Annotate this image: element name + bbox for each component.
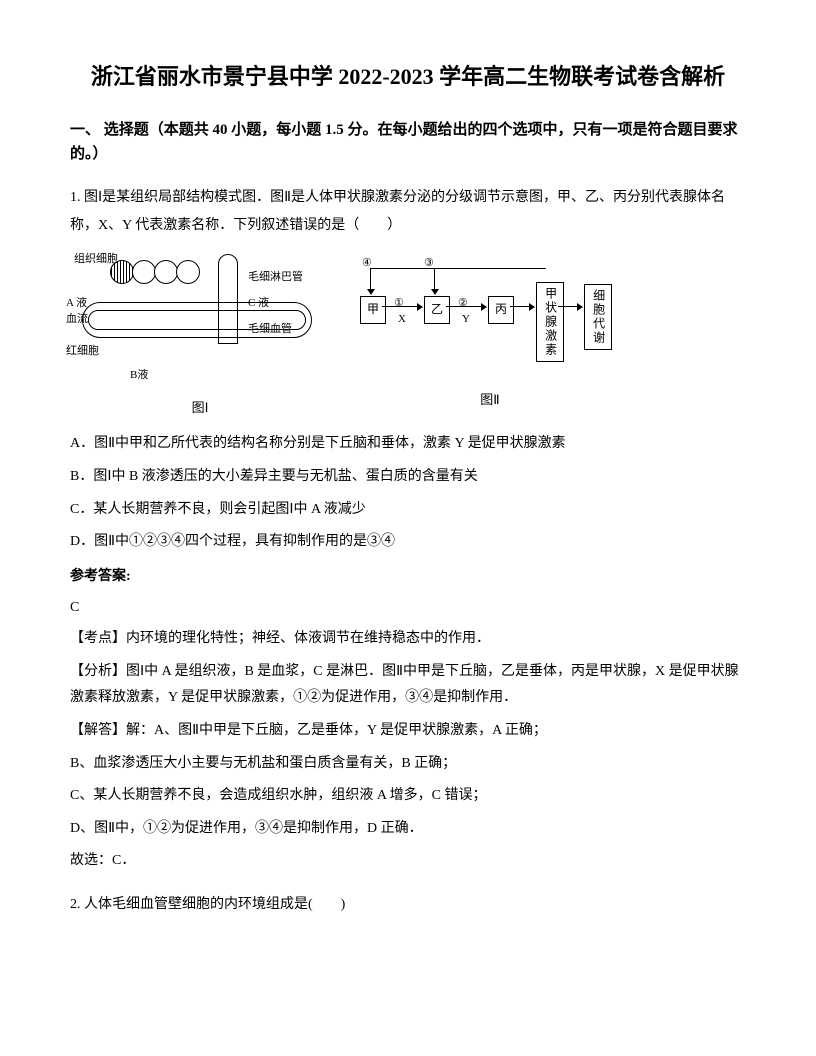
- diagram-1-caption: 图Ⅰ: [70, 396, 330, 419]
- box-bing: 丙: [488, 296, 514, 324]
- section-header: 一、 选择题（本题共 40 小题，每小题 1.5 分。在每小题给出的四个选项中，…: [70, 118, 746, 166]
- q1-option-d: D．图Ⅱ中①②③④四个过程，具有抑制作用的是③④: [70, 529, 746, 556]
- answer-letter: C: [70, 595, 746, 620]
- label-xueliu: 血流: [66, 310, 88, 330]
- label-hong: 红细胞: [66, 342, 99, 362]
- diagram-2-caption: 图Ⅱ: [360, 388, 620, 411]
- label-3: ③: [424, 254, 434, 274]
- label-y: Y: [462, 310, 470, 330]
- q1-option-c: C．某人长期营养不良，则会引起图Ⅰ中 A 液减少: [70, 497, 746, 524]
- cell-icon: [132, 260, 156, 284]
- diagram-container: 组织细胞 A 液 血流 红细胞 B液 C 液 毛细淋巴管 毛细血管 图Ⅰ 甲 乙…: [70, 252, 746, 419]
- cell-icon: [110, 260, 134, 284]
- box-metab: 细胞代谢: [584, 284, 612, 350]
- arrow-icon: [558, 306, 582, 307]
- jieda-b: B、血浆渗透压大小主要与无机盐和蛋白质含量有关，B 正确；: [70, 751, 746, 778]
- arrow-icon: [434, 268, 435, 294]
- label-x: X: [398, 310, 406, 330]
- jieda-a: 【解答】解：A、图Ⅱ中甲是下丘脑，乙是垂体，Y 是促甲状腺激素，A 正确；: [70, 718, 746, 745]
- q1-option-a: A．图Ⅱ中甲和乙所代表的结构名称分别是下丘脑和垂体，激素 Y 是促甲状腺激素: [70, 431, 746, 458]
- answer-header: 参考答案:: [70, 564, 746, 589]
- jieda-d: D、图Ⅱ中，①②为促进作用，③④是抑制作用，D 正确．: [70, 816, 746, 843]
- q2-text: 2. 人体毛细血管壁细胞的内环境组成是( ): [70, 891, 746, 919]
- box-thyroid: 甲状腺激素: [536, 282, 564, 362]
- guxuan: 故选：C．: [70, 848, 746, 875]
- arrow-icon: [510, 306, 534, 307]
- tissue-cells: [110, 260, 198, 284]
- label-linba: 毛细淋巴管: [248, 268, 303, 288]
- jieda-c: C、某人长期营养不良，会造成组织水肿，组织液 A 增多，C 错误；: [70, 783, 746, 810]
- label-xueguan: 毛细血管: [248, 320, 292, 340]
- fenxi: 【分析】图Ⅰ中 A 是组织液，B 是血浆，C 是淋巴．图Ⅱ中甲是下丘脑，乙是垂体…: [70, 659, 746, 712]
- box-jia: 甲: [360, 296, 386, 324]
- diagram-right-wrapper: 甲 乙 丙 甲状腺激素 细胞代谢 ① X ② Y ③ ④ 图Ⅱ: [360, 260, 620, 411]
- cell-icon: [176, 260, 200, 284]
- label-4: ④: [362, 254, 372, 274]
- q1-text: 1. 图Ⅰ是某组织局部结构模式图．图Ⅱ是人体甲状腺激素分泌的分级调节示意图，甲、…: [70, 184, 746, 240]
- cell-icon: [154, 260, 178, 284]
- box-yi: 乙: [424, 296, 450, 324]
- diagram-1: 组织细胞 A 液 血流 红细胞 B液 C 液 毛细淋巴管 毛细血管: [70, 252, 330, 392]
- diagram-2: 甲 乙 丙 甲状腺激素 细胞代谢 ① X ② Y ③ ④: [360, 260, 620, 370]
- exam-title: 浙江省丽水市景宁县中学 2022-2023 学年高二生物联考试卷含解析: [70, 60, 746, 93]
- kaodian: 【考点】内环境的理化特性；神经、体液调节在维持稳态中的作用．: [70, 626, 746, 653]
- label-b: B液: [130, 366, 148, 386]
- label-c: C 液: [248, 294, 269, 314]
- feedback-line: [434, 268, 546, 269]
- q1-option-b: B．图Ⅰ中 B 液渗透压的大小差异主要与无机盐、蛋白质的含量有关: [70, 464, 746, 491]
- diagram-left-wrapper: 组织细胞 A 液 血流 红细胞 B液 C 液 毛细淋巴管 毛细血管 图Ⅰ: [70, 252, 330, 419]
